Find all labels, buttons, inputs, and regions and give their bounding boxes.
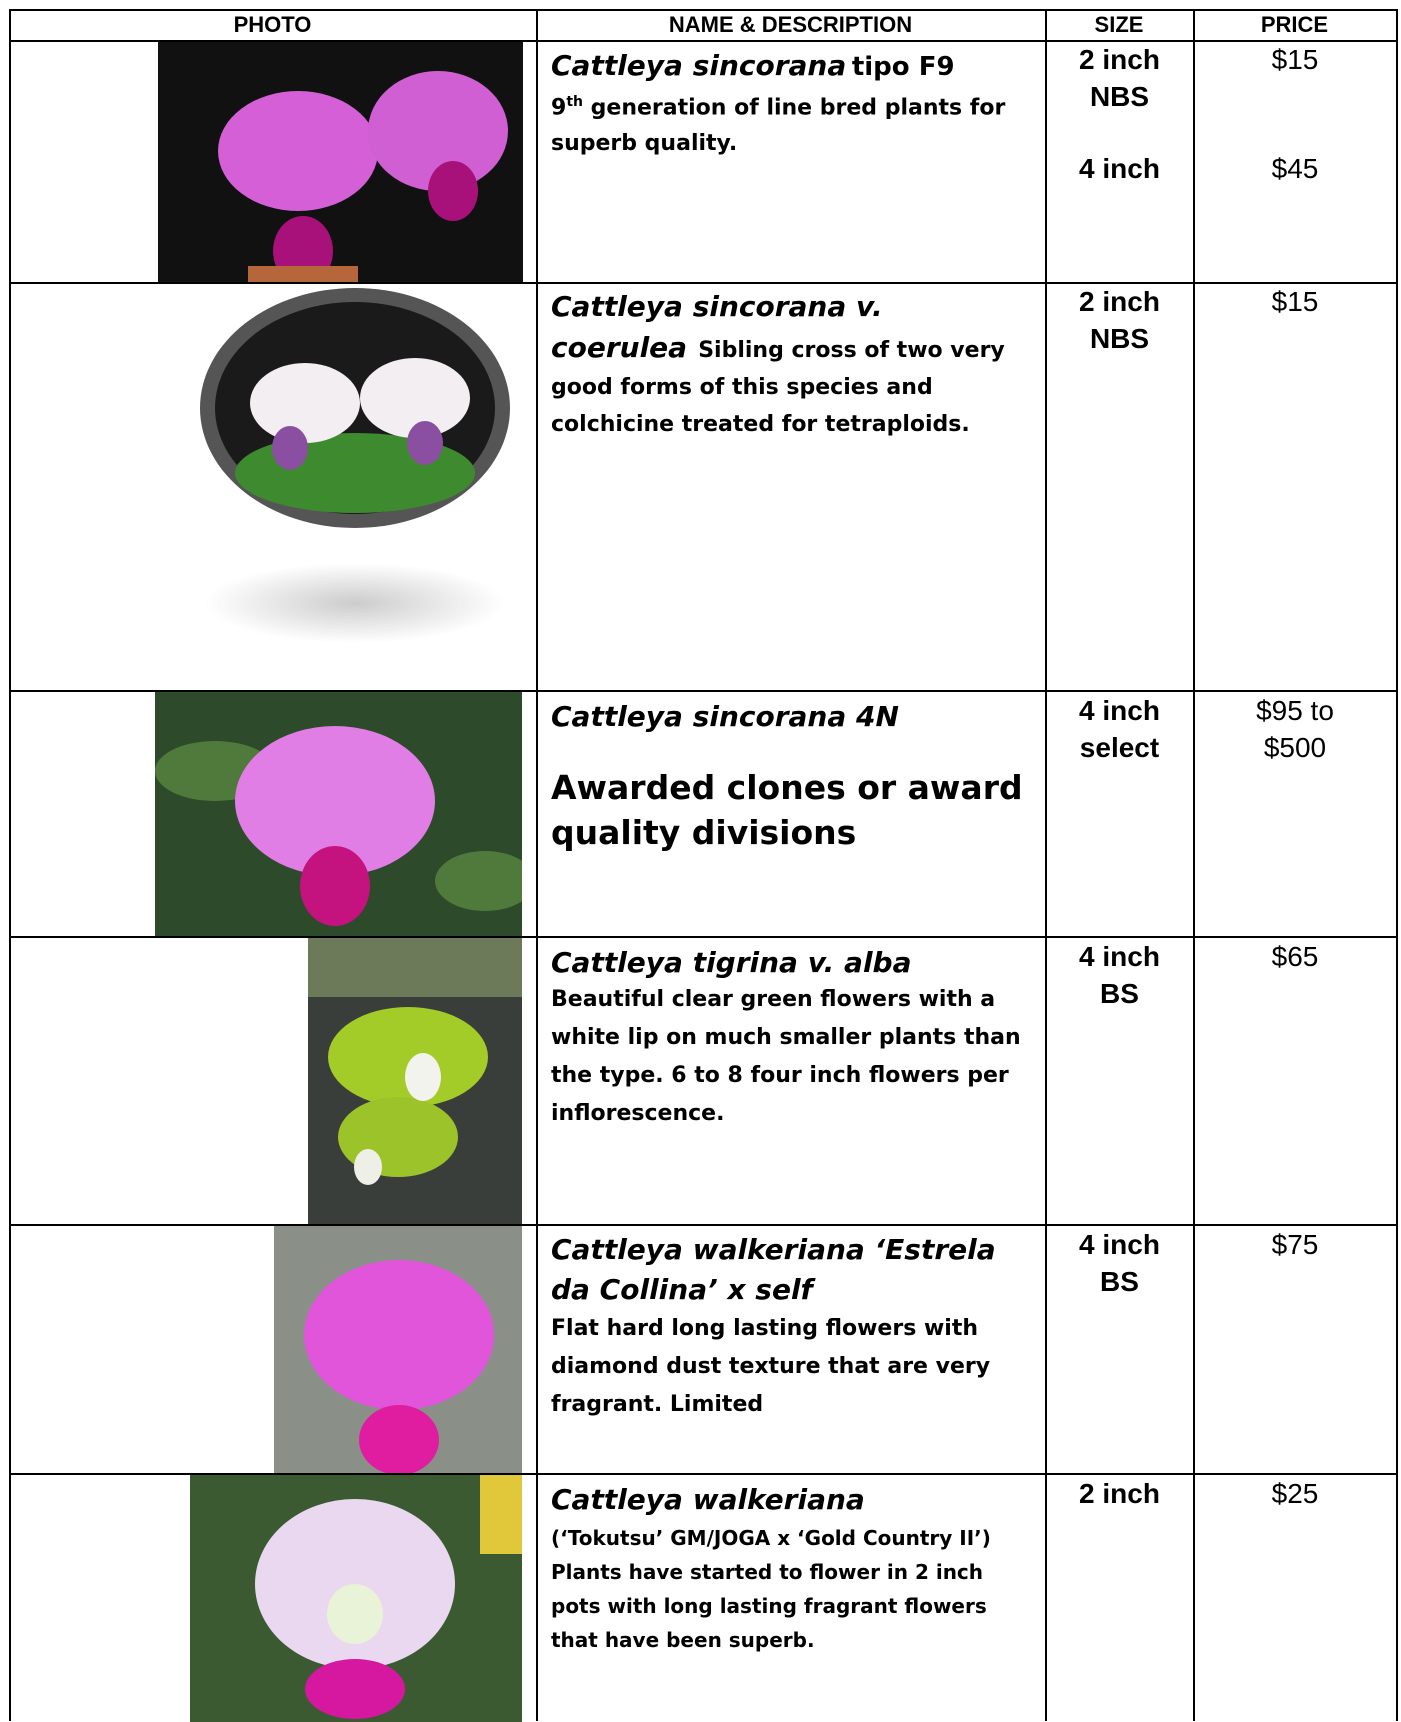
rule (1045, 9, 1047, 1721)
rule (9, 9, 11, 1721)
size-line: NBS (1089, 81, 1150, 112)
photo (155, 691, 522, 936)
photo (308, 937, 522, 1224)
name: Cattleya sincorana (551, 49, 847, 82)
size: 4 inch BS (1046, 938, 1193, 1012)
description: 9th generation of line bred plants for s… (551, 84, 1031, 162)
rule (9, 1224, 1397, 1226)
price: $75 (1194, 1226, 1396, 1263)
price: $95 to $500 (1194, 692, 1396, 766)
header-price: PRICE (1260, 12, 1329, 37)
price-line: $15 (1271, 286, 1319, 317)
name: Cattleya walkeriana ‘Estrela da Collina’… (551, 1233, 996, 1306)
size-line: 4 inch (1079, 153, 1160, 184)
header-size: SIZE (1094, 12, 1144, 37)
rule (9, 936, 1397, 938)
price: $45 (1194, 150, 1396, 187)
name-desc: Cattleya walkeriana ‘Estrela da Collina’… (551, 1230, 1031, 1424)
price: $65 (1194, 938, 1396, 975)
price-line: $65 (1271, 941, 1319, 972)
size: 2 inch NBS (1046, 41, 1193, 115)
size: 4 inch BS (1046, 1226, 1193, 1300)
size-line: BS (1100, 978, 1139, 1009)
size-line: 4 inch (1079, 695, 1160, 726)
rule (9, 690, 1397, 692)
name: Cattleya sincorana v. coerulea (551, 290, 883, 364)
description: Awarded clones or award quality division… (551, 768, 1023, 852)
name-rest: tipo F9 (851, 52, 955, 82)
price: $15 (1194, 41, 1396, 78)
size-line: 4 inch (1079, 1229, 1160, 1260)
size-line: 2 inch (1079, 286, 1160, 317)
price-line: $15 (1271, 44, 1319, 75)
description: Flat hard long lasting flowers with diam… (551, 1316, 991, 1417)
size-line: 2 inch (1079, 1478, 1160, 1509)
photo (158, 41, 523, 282)
size-line: select (1079, 732, 1160, 763)
price: $15 (1194, 283, 1396, 320)
rule (9, 1473, 1397, 1475)
rule (536, 9, 538, 1721)
price-line: $75 (1271, 1229, 1319, 1260)
description: (‘Tokutsu’ GM/JOGA x ‘Gold Country II’) … (551, 1526, 991, 1652)
rule (9, 282, 1397, 284)
description: Beautiful clear green flowers with a whi… (551, 987, 1021, 1126)
photo (190, 1474, 522, 1722)
price: $25 (1194, 1475, 1396, 1512)
name: Cattleya tigrina v. alba (551, 946, 912, 979)
name-desc: Cattleya walkeriana (‘Tokutsu’ GM/JOGA x … (551, 1479, 1031, 1657)
name: Cattleya walkeriana (551, 1483, 865, 1516)
photo (200, 288, 510, 643)
desc-sup: th (566, 94, 583, 110)
size: 4 inch select (1046, 692, 1193, 766)
header-photo: PHOTO (233, 12, 312, 37)
size-line: BS (1100, 1266, 1139, 1297)
name-desc: Cattleya sincorana tipo F9 9th generation… (551, 47, 1031, 162)
description: Sibling cross of two very good forms of … (551, 338, 1005, 437)
size-line: NBS (1089, 323, 1150, 354)
size-line: 2 inch (1079, 44, 1160, 75)
price-line: $45 (1271, 153, 1319, 184)
name-desc: Cattleya sincorana 4N Awarded clones or a… (551, 698, 1031, 855)
price-line: $500 (1263, 732, 1327, 763)
size-line: 4 inch (1079, 941, 1160, 972)
desc-text: generation of line bred plants for super… (551, 95, 1006, 157)
size: 2 inch (1046, 1475, 1193, 1512)
header-name: NAME & DESCRIPTION (668, 12, 913, 37)
size: 4 inch (1046, 150, 1193, 187)
name-desc: Cattleya tigrina v. alba Beautiful clear … (551, 944, 1031, 1133)
name-desc: Cattleya sincorana v. coerulea Sibling c… (551, 288, 1031, 444)
size: 2 inch NBS (1046, 283, 1193, 357)
photo (274, 1225, 522, 1473)
rule (1396, 9, 1398, 1721)
rule (9, 40, 1397, 42)
rule (9, 9, 1397, 11)
rule (1193, 9, 1195, 1721)
price-line: $25 (1271, 1478, 1319, 1509)
name: Cattleya sincorana 4N (551, 700, 899, 733)
desc-num: 9 (551, 95, 567, 121)
price-line: $95 to (1256, 695, 1334, 726)
